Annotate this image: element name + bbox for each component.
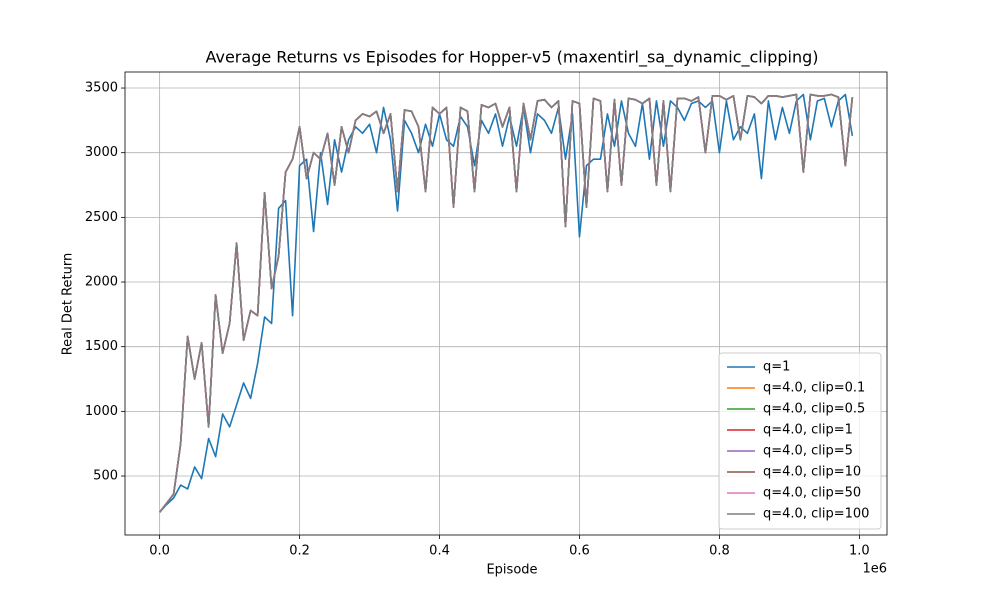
y-tick-label: 1500 (85, 339, 118, 354)
x-tick-label: 0.8 (709, 544, 730, 559)
y-tick-label: 3000 (85, 145, 118, 160)
y-tick-label: 500 (93, 469, 118, 484)
x-axis-label: Episode (486, 563, 537, 578)
legend-label: q=4.0, clip=0.1 (763, 381, 865, 396)
x-tick-label: 0.6 (569, 544, 590, 559)
legend-label: q=4.0, clip=10 (763, 465, 861, 480)
series-line (159, 93, 854, 513)
y-tick-label: 2500 (85, 210, 118, 225)
plot-frame (124, 71, 888, 536)
legend: q=1 q=4.0, clip=0.1 q=4.0, clip=0.5 q=4.0, … (718, 352, 882, 530)
y-tick-label: 2000 (85, 275, 118, 290)
series-line (159, 93, 854, 513)
legend-label: q=4.0, clip=1 (763, 423, 853, 438)
x-tick-label: 0.0 (149, 544, 170, 559)
y-tick-label: 3500 (85, 81, 118, 96)
legend-label: q=4.0, clip=100 (763, 507, 869, 522)
legend-box (718, 352, 882, 530)
chart-title: Average Returns vs Episodes for Hopper-v… (205, 48, 818, 68)
x-tick-label: 1.0 (849, 544, 870, 559)
y-tick-label: 1000 (85, 404, 118, 419)
legend-label: q=4.0, clip=5 (763, 444, 853, 459)
lines-layer (159, 93, 854, 513)
x-offset-label: 1e6 (862, 562, 887, 577)
legend-label: q=4.0, clip=50 (763, 486, 861, 501)
x-tick-label: 0.4 (429, 544, 450, 559)
legend-label: q=1 (763, 360, 790, 375)
legend-label: q=4.0, clip=0.5 (763, 402, 865, 417)
x-tick-label: 0.2 (289, 544, 310, 559)
y-axis-label: Real Det Return (61, 253, 76, 356)
